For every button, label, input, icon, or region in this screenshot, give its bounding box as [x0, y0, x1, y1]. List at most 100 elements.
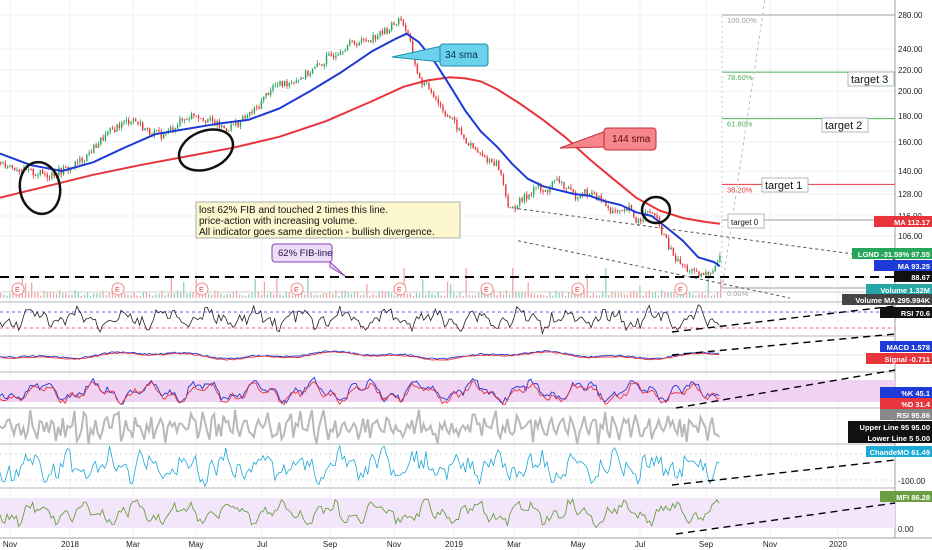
candle-body-450: [698, 271, 700, 277]
volume-bar-428: [664, 291, 666, 298]
target-label-0: target 3: [851, 74, 888, 86]
candle-body-231: [358, 42, 360, 46]
candle-body-93: [144, 128, 146, 131]
volume-bar-216: [335, 290, 337, 298]
candle-body-418.5: [649, 211, 651, 213]
candle-body-339: [526, 194, 528, 199]
candle-body-441: [684, 265, 686, 266]
volume-bar-422: [654, 291, 657, 298]
candle-body-31.5: [48, 177, 51, 179]
volume-bar-176: [273, 294, 275, 298]
candle-body-346.5: [537, 185, 540, 188]
volume-bar-168: [260, 294, 262, 298]
candle-body-273: [423, 82, 426, 86]
candle-body-114: [176, 125, 179, 129]
volume-bar-104: [161, 290, 163, 298]
indicator-badge-3-0-bg: [880, 409, 932, 420]
candle-body-151.5: [235, 121, 237, 125]
volume-bar-326: [505, 290, 508, 298]
volume-bar-260: [403, 268, 405, 298]
candle-body-172.5: [267, 92, 270, 95]
candle-body-369: [572, 189, 574, 193]
volume-bar-114: [176, 290, 179, 298]
indicator-badge-0-0-text: RSI 70.6: [901, 309, 930, 318]
indicator-badge-4-0-text: ChandeMO 61.49: [870, 448, 930, 457]
volume-bar-432: [670, 292, 672, 298]
volume-bar-284: [440, 295, 442, 298]
note-line-1: price-action with increasing volume.: [199, 216, 357, 227]
candle-body-226.5: [351, 40, 353, 42]
candle-body-75: [116, 124, 118, 132]
candle-body-18: [27, 168, 30, 170]
volume-bar-350: [543, 295, 545, 298]
volume-bar-236: [366, 283, 368, 298]
candle-body-439.5: [681, 264, 684, 266]
volume-bar-368: [571, 291, 573, 298]
candle-body-259.5: [402, 20, 405, 26]
volume-bar-60: [93, 293, 95, 298]
candle-body-340.5: [528, 194, 530, 199]
volume-bar-0: [0, 293, 2, 298]
volume-bar-30: [46, 292, 48, 298]
candle-body-129: [200, 118, 202, 120]
candle-body-435: [675, 255, 677, 262]
candle-body-321: [498, 161, 500, 171]
volume-bar-164: [254, 278, 256, 298]
candle-body-163.5: [253, 107, 256, 113]
candle-body-297: [460, 128, 463, 135]
candle-body-9: [13, 167, 16, 171]
candle-body-25.5: [39, 169, 41, 175]
volume-bar-234: [363, 294, 365, 298]
candle-body-153: [237, 121, 239, 127]
candle-body-264: [409, 34, 412, 42]
volume-bar-34: [52, 293, 55, 298]
volume-bar-240: [372, 294, 374, 298]
volume-bar-120: [186, 293, 188, 298]
volume-bar-144: [223, 295, 225, 298]
price-tick-9: 106.00: [898, 232, 923, 241]
candle-body-90: [139, 122, 142, 124]
candle-body-279: [432, 92, 435, 97]
candle-body-144: [223, 125, 225, 129]
volume-bar-86: [133, 292, 135, 298]
sma34-callout-pointer: [391, 45, 443, 63]
candle-body-363: [563, 182, 565, 189]
volume-bar-46: [71, 294, 73, 298]
volume-bar-314: [487, 295, 489, 298]
candle-body-285: [442, 105, 444, 112]
candle-body-337.5: [523, 194, 526, 202]
candle-body-252: [391, 22, 393, 30]
volume-bar-8: [12, 292, 14, 298]
candle-body-250.5: [388, 29, 391, 34]
fib-level-label-5: 0.00%: [727, 289, 749, 298]
candle-body-19.5: [30, 168, 32, 170]
candle-body-30: [46, 174, 48, 178]
volume-bar-92: [142, 291, 145, 298]
rsi-band-line: [0, 409, 720, 445]
candle-body-241.5: [374, 34, 377, 40]
candle-body-454.5: [705, 271, 707, 276]
candle-body-438: [679, 259, 682, 265]
volume-bar-330: [512, 268, 514, 298]
volume-bar-394: [611, 291, 613, 298]
candle-body-336: [521, 198, 523, 202]
volume-bar-28: [43, 290, 45, 298]
volume-bar-184: [285, 291, 287, 298]
volume-bar-256: [397, 294, 399, 298]
earnings-marker-label-5: E: [484, 287, 489, 294]
candle-body-354: [549, 187, 551, 193]
candle-body-214.5: [332, 55, 335, 58]
candle-body-402: [623, 209, 626, 211]
circle-annotation-3: [640, 195, 672, 225]
indicator-badge-2-0-text: %K 45.1: [901, 389, 930, 398]
candle-body-370.5: [574, 192, 577, 200]
volume-bar-178: [276, 277, 278, 298]
fib-level-label-0: 100.00%: [727, 16, 757, 25]
candle-body-294: [456, 120, 458, 131]
circle-annotation-1: [18, 160, 62, 216]
earnings-marker-0: [11, 282, 25, 296]
fib-level-label-3: 38.20%: [727, 185, 753, 194]
target-label-2: target 1: [765, 180, 802, 192]
volume-bar-186: [288, 292, 290, 298]
volume-bar-74: [114, 295, 117, 298]
